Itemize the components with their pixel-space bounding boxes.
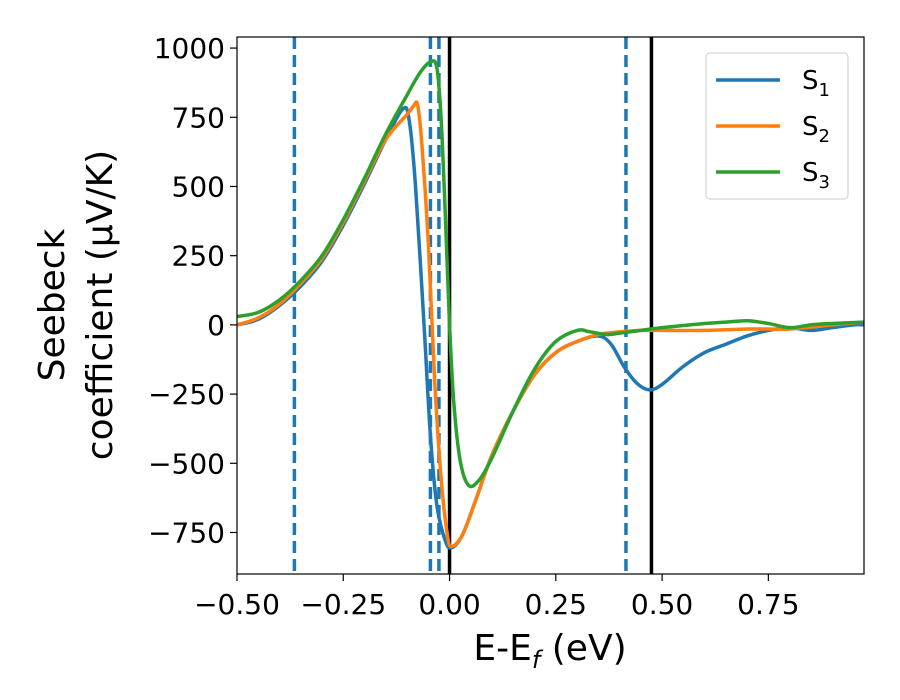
x-tick-label: −0.50 bbox=[194, 588, 280, 621]
x-tick-label: 0.75 bbox=[737, 588, 799, 621]
x-tick-label: −0.25 bbox=[300, 588, 386, 621]
legend: S1 S2 S3 bbox=[705, 52, 849, 200]
y-axis-title-line2: coefficient (μV/K) bbox=[80, 150, 121, 460]
x-tick-label: 0.50 bbox=[631, 588, 693, 621]
x-tick-label: 0.00 bbox=[418, 588, 480, 621]
x-axis-title: E-Ef (eV) bbox=[473, 628, 626, 674]
y-tick-label: 1000 bbox=[154, 32, 225, 65]
series-layer bbox=[237, 59, 864, 550]
y-tick-label: 0 bbox=[207, 309, 225, 342]
x-axis-ticks: −0.50 −0.25 0.00 0.25 0.50 0.75 bbox=[194, 574, 800, 621]
y-tick-label: −750 bbox=[148, 516, 225, 549]
y-tick-label: −250 bbox=[148, 378, 225, 411]
y-axis-title: Seebeck coefficient (μV/K) bbox=[32, 150, 121, 460]
y-axis-title-line1: Seebeck bbox=[32, 228, 73, 381]
x-axis-title-unit: (eV) bbox=[540, 628, 626, 669]
y-tick-label: −500 bbox=[148, 447, 225, 480]
vertical-reference-lines bbox=[292, 37, 654, 574]
y-tick-label: 250 bbox=[172, 240, 225, 273]
plot-frame bbox=[236, 36, 865, 575]
legend-label-s3: S3 bbox=[802, 158, 830, 193]
y-tick-label: 500 bbox=[172, 170, 225, 203]
legend-label-s2: S2 bbox=[802, 112, 830, 147]
x-tick-label: 0.25 bbox=[525, 588, 587, 621]
series-line-s3 bbox=[237, 59, 864, 489]
y-tick-label: 750 bbox=[172, 101, 225, 134]
legend-label-s1: S1 bbox=[802, 66, 830, 101]
y-axis-ticks: −750 −500 −250 0 250 500 750 1000 bbox=[148, 32, 237, 549]
x-axis-title-main: E-E bbox=[473, 628, 531, 669]
